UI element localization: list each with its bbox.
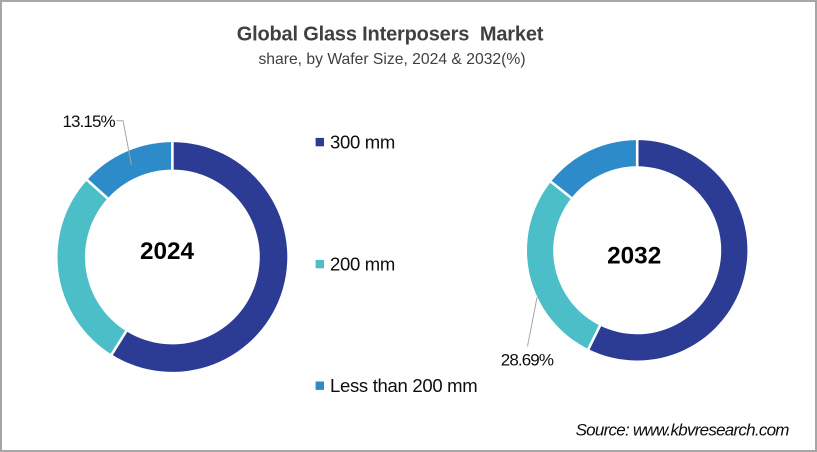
svg-text:Less than 200 mm: Less than 200 mm <box>330 375 477 396</box>
svg-text:Source: www.kbvresearch.com: Source: www.kbvresearch.com <box>576 421 790 440</box>
svg-text:300 mm: 300 mm <box>330 131 395 152</box>
svg-text:13.15%: 13.15% <box>63 112 116 131</box>
svg-text:share, by Wafer Size, 2024 & 2: share, by Wafer Size, 2024 & 2032(%) <box>258 51 525 68</box>
svg-text:2024: 2024 <box>140 238 195 265</box>
svg-text:200 mm: 200 mm <box>330 253 395 274</box>
svg-text:28.69%: 28.69% <box>501 350 554 369</box>
svg-text:2032: 2032 <box>607 242 661 269</box>
svg-text:Global Glass Interposers Mark: Global Glass Interposers Market <box>237 23 544 45</box>
